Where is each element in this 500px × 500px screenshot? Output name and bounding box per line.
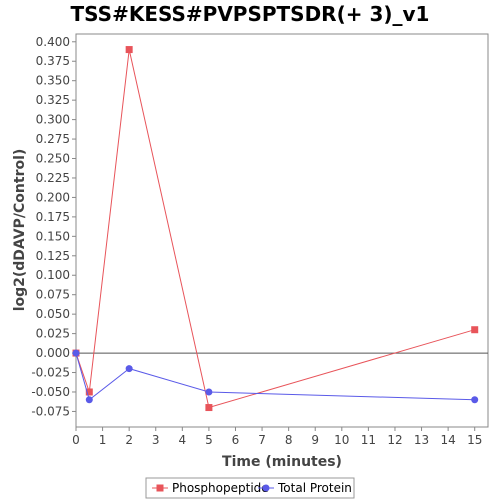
x-tick-label: 6 bbox=[232, 433, 240, 447]
legend-marker-circle bbox=[262, 484, 270, 492]
y-tick-label: 0.225 bbox=[36, 171, 70, 185]
y-tick-label: 0.050 bbox=[36, 307, 70, 321]
y-tick-label: 0.200 bbox=[36, 190, 70, 204]
data-point-circle bbox=[85, 396, 93, 404]
x-tick-label: 7 bbox=[258, 433, 266, 447]
x-tick-label: 8 bbox=[285, 433, 293, 447]
x-tick-label: 11 bbox=[361, 433, 376, 447]
y-tick-label: 0.025 bbox=[36, 327, 70, 341]
data-point-square bbox=[85, 388, 93, 396]
x-tick-label: 2 bbox=[125, 433, 133, 447]
legend: Phosphopeptide Total Protein bbox=[145, 477, 355, 499]
y-tick-label: 0.275 bbox=[36, 132, 70, 146]
y-tick-label: 0.375 bbox=[36, 54, 70, 68]
y-tick-label: 0.150 bbox=[36, 229, 70, 243]
x-tick-label: 12 bbox=[387, 433, 402, 447]
legend-label: Total Protein bbox=[277, 481, 352, 495]
legend-label: Phosphopeptide bbox=[172, 481, 269, 495]
x-tick-label: 0 bbox=[72, 433, 80, 447]
y-tick-label: 0.350 bbox=[36, 74, 70, 88]
plot-area bbox=[75, 33, 489, 428]
y-tick-label: 0.075 bbox=[36, 288, 70, 302]
data-point-circle bbox=[471, 396, 479, 404]
x-tick-label: 15 bbox=[467, 433, 482, 447]
x-axis-title: Time (minutes) bbox=[222, 454, 342, 470]
x-tick-label: 5 bbox=[205, 433, 213, 447]
x-tick-label: 13 bbox=[414, 433, 429, 447]
data-point-square bbox=[205, 404, 213, 412]
y-tick-label: 0.250 bbox=[36, 152, 70, 166]
y-tick-label: -0.050 bbox=[31, 385, 70, 399]
x-tick-label: 4 bbox=[179, 433, 187, 447]
data-point-circle bbox=[72, 349, 80, 357]
y-tick-label: 0.300 bbox=[36, 113, 70, 127]
y-axis-title: log2(dDAVP/Control) bbox=[12, 149, 28, 312]
data-point-circle bbox=[125, 365, 133, 373]
x-tick-label: 10 bbox=[334, 433, 349, 447]
x-tick-label: 1 bbox=[99, 433, 107, 447]
legend-marker-square bbox=[156, 484, 164, 492]
legend-box bbox=[145, 477, 355, 499]
chart-title: TSS#KESS#PVPSPTSDR(+ 3)_v1 bbox=[70, 2, 430, 26]
x-tick-label: 9 bbox=[311, 433, 319, 447]
y-axis: 0.400 0.375 0.350 0.325 0.300 0.275 0.250 0.225… bbox=[31, 35, 76, 418]
x-tick-label: 14 bbox=[440, 433, 455, 447]
y-tick-label: 0.125 bbox=[36, 249, 70, 263]
y-tick-label: -0.025 bbox=[31, 366, 70, 380]
y-tick-label: -0.075 bbox=[31, 404, 70, 418]
data-point-circle bbox=[205, 388, 213, 396]
data-point-square bbox=[471, 326, 479, 334]
y-tick-label: 0.000 bbox=[36, 346, 70, 360]
data-point-square bbox=[125, 46, 133, 54]
y-tick-label: 0.175 bbox=[36, 210, 70, 224]
y-tick-label: 0.100 bbox=[36, 268, 70, 282]
x-tick-label: 3 bbox=[152, 433, 160, 447]
y-tick-label: 0.400 bbox=[36, 35, 70, 49]
x-axis: 0 1 2 3 4 5 6 7 8 9 10 11 12 13 14 15 bbox=[72, 427, 482, 447]
series-layer bbox=[72, 46, 488, 412]
y-tick-label: 0.325 bbox=[36, 93, 70, 107]
